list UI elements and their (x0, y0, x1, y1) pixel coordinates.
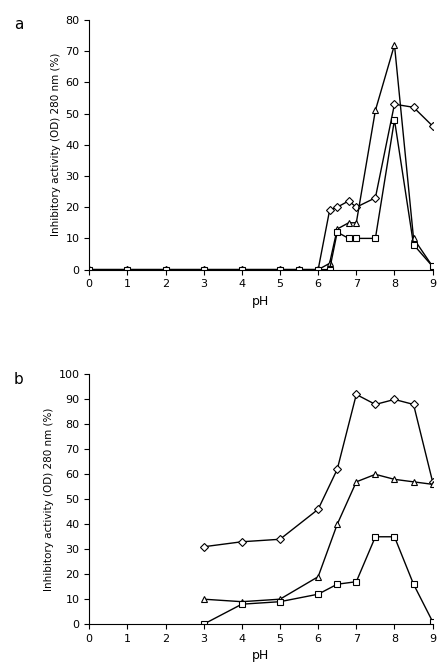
X-axis label: pH: pH (252, 295, 269, 308)
Y-axis label: Inhibitory activity (OD) 280 nm (%): Inhibitory activity (OD) 280 nm (%) (44, 408, 54, 591)
Text: a: a (14, 17, 23, 33)
Y-axis label: Inhibitory activity (OD) 280 nm (%): Inhibitory activity (OD) 280 nm (%) (51, 53, 61, 236)
Text: b: b (14, 372, 23, 387)
X-axis label: pH: pH (252, 649, 269, 663)
